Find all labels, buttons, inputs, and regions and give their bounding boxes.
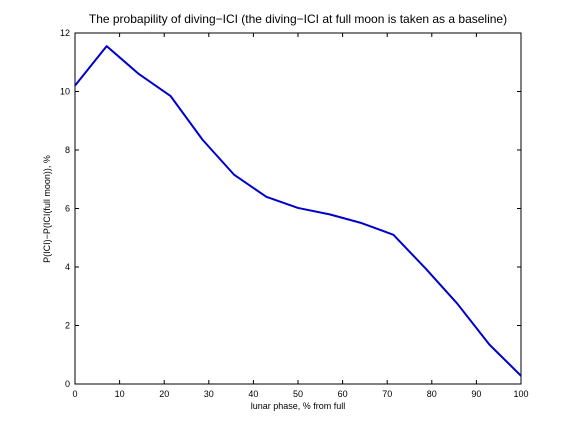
chart-title: The probapility of diving−ICI (the divin… xyxy=(89,12,507,26)
y-tick-label: 2 xyxy=(65,321,70,331)
y-tick-label: 10 xyxy=(60,87,70,97)
y-axis: 0 2 4 6 8 10 12 xyxy=(60,28,521,389)
x-tick-label: 90 xyxy=(471,389,481,399)
x-tick-label: 50 xyxy=(293,389,303,399)
series-layer xyxy=(74,45,522,377)
x-tick-label: 20 xyxy=(159,389,169,399)
y-tick-label: 8 xyxy=(65,145,70,155)
y-tick-label: 12 xyxy=(60,28,70,38)
x-tick-label: 10 xyxy=(115,389,125,399)
y-tick-label: 4 xyxy=(65,262,70,272)
x-axis-label: lunar phase, % from full xyxy=(251,401,346,411)
y-axis-label: P(ICI)−P(ICI(full moon)), % xyxy=(42,155,52,263)
x-tick-label: 60 xyxy=(338,389,348,399)
x-tick-label: 30 xyxy=(204,389,214,399)
x-tick-label: 70 xyxy=(382,389,392,399)
x-tick-label: 100 xyxy=(513,389,528,399)
x-tick-label: 40 xyxy=(248,389,258,399)
x-tick-label: 0 xyxy=(72,389,77,399)
y-tick-label: 6 xyxy=(65,204,70,214)
x-tick-label: 80 xyxy=(427,389,437,399)
y-tick-label: 0 xyxy=(65,379,70,389)
x-axis: 0 10 20 30 40 50 60 70 80 90 100 xyxy=(72,33,529,399)
